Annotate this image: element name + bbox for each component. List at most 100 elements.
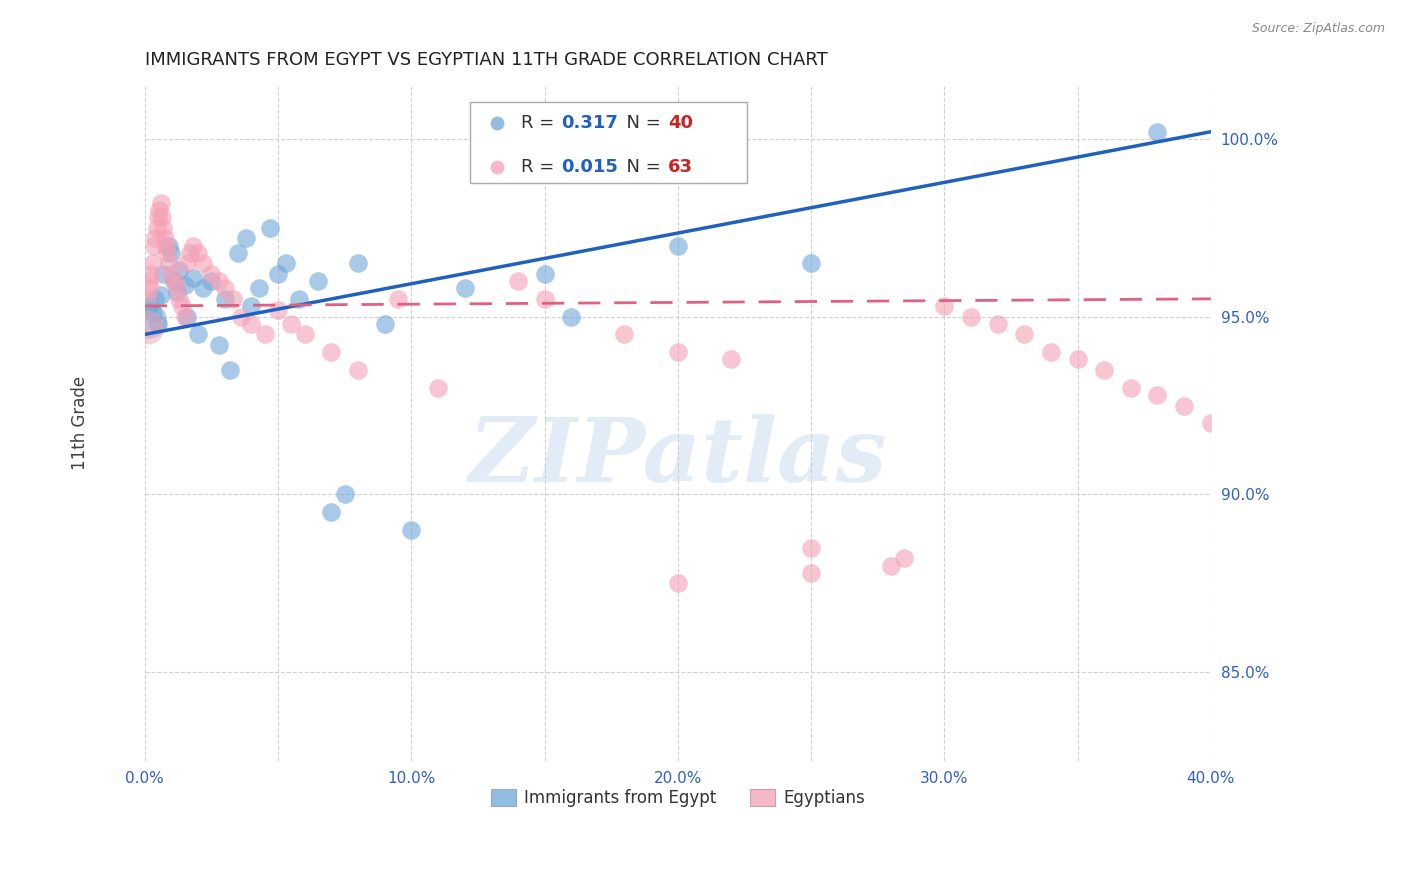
- Point: [1092, 363, 1115, 377]
- Point: [666, 345, 689, 359]
- Point: [1012, 327, 1035, 342]
- Point: [720, 352, 742, 367]
- Point: [401, 523, 423, 537]
- Point: [148, 202, 170, 217]
- Text: R =: R =: [522, 113, 560, 132]
- Text: Source: ZipAtlas.com: Source: ZipAtlas.com: [1251, 22, 1385, 36]
- Point: [138, 274, 160, 288]
- Point: [157, 256, 180, 270]
- Point: [176, 310, 198, 324]
- Point: [136, 320, 159, 334]
- Point: [267, 267, 290, 281]
- Point: [150, 210, 173, 224]
- Point: [1066, 352, 1088, 367]
- Point: [294, 327, 316, 342]
- Point: [214, 292, 236, 306]
- Point: [146, 317, 169, 331]
- Point: [155, 238, 177, 252]
- Point: [141, 267, 163, 281]
- Point: [1199, 417, 1222, 431]
- Text: 0.317: 0.317: [561, 113, 619, 132]
- Point: [163, 274, 186, 288]
- Point: [1119, 381, 1142, 395]
- Point: [374, 317, 396, 331]
- Text: 63: 63: [668, 158, 693, 176]
- Point: [145, 231, 167, 245]
- Point: [274, 256, 297, 270]
- Point: [934, 299, 956, 313]
- Point: [146, 210, 169, 224]
- Point: [145, 292, 167, 306]
- Point: [987, 317, 1010, 331]
- Point: [163, 274, 186, 288]
- Point: [880, 558, 903, 573]
- Point: [181, 270, 204, 285]
- Point: [1146, 388, 1168, 402]
- Point: [247, 281, 270, 295]
- Text: 0.015: 0.015: [561, 158, 619, 176]
- Point: [200, 267, 222, 281]
- Point: [453, 281, 475, 295]
- Point: [208, 338, 231, 352]
- Point: [347, 256, 370, 270]
- Point: [259, 220, 281, 235]
- Point: [666, 576, 689, 591]
- Point: [307, 274, 329, 288]
- Point: [222, 292, 245, 306]
- Point: [146, 220, 169, 235]
- Point: [172, 299, 194, 313]
- Point: [153, 231, 176, 245]
- Point: [187, 245, 209, 260]
- Point: [138, 299, 160, 313]
- Point: [149, 288, 172, 302]
- Point: [169, 292, 191, 306]
- Point: [193, 256, 215, 270]
- Point: [160, 245, 183, 260]
- Point: [200, 274, 222, 288]
- Point: [800, 541, 823, 555]
- Text: N =: N =: [614, 113, 666, 132]
- FancyBboxPatch shape: [470, 103, 747, 184]
- Point: [143, 238, 166, 252]
- Point: [280, 317, 302, 331]
- Point: [800, 256, 823, 270]
- Point: [214, 281, 236, 295]
- Point: [1173, 399, 1195, 413]
- Point: [533, 292, 555, 306]
- Point: [149, 195, 172, 210]
- Point: [219, 363, 242, 377]
- Point: [235, 231, 257, 245]
- Point: [1146, 125, 1168, 139]
- Point: [142, 256, 165, 270]
- Point: [166, 281, 188, 295]
- Point: [240, 299, 263, 313]
- Point: [321, 505, 343, 519]
- Point: [267, 302, 290, 317]
- Point: [560, 310, 582, 324]
- Point: [960, 310, 983, 324]
- Point: [426, 381, 449, 395]
- Point: [152, 220, 174, 235]
- Point: [157, 238, 180, 252]
- Point: [208, 274, 231, 288]
- Legend: Immigrants from Egypt, Egyptians: Immigrants from Egypt, Egyptians: [484, 782, 872, 814]
- Point: [321, 345, 343, 359]
- Text: IMMIGRANTS FROM EGYPT VS EGYPTIAN 11TH GRADE CORRELATION CHART: IMMIGRANTS FROM EGYPT VS EGYPTIAN 11TH G…: [145, 51, 828, 69]
- Point: [152, 267, 174, 281]
- Point: [1039, 345, 1062, 359]
- Point: [506, 274, 529, 288]
- Point: [240, 317, 263, 331]
- Point: [176, 256, 198, 270]
- Point: [181, 238, 204, 252]
- Text: R =: R =: [522, 158, 560, 176]
- Point: [613, 327, 636, 342]
- Point: [193, 281, 215, 295]
- Point: [533, 267, 555, 281]
- Point: [347, 363, 370, 377]
- Point: [333, 487, 356, 501]
- Point: [387, 292, 409, 306]
- Point: [136, 292, 159, 306]
- Point: [136, 313, 159, 327]
- Point: [156, 245, 179, 260]
- Point: [288, 292, 311, 306]
